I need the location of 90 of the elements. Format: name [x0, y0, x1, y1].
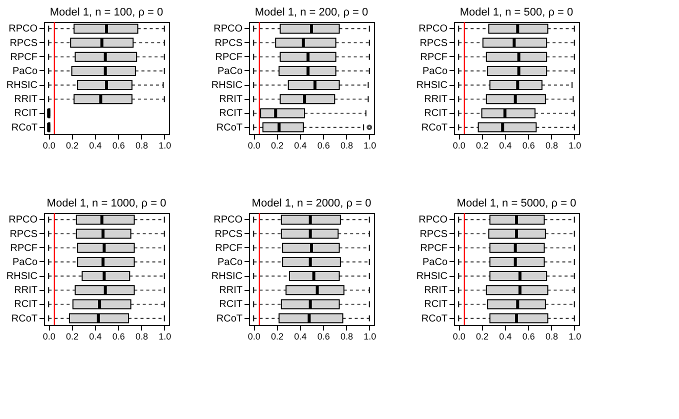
y-tick-label: PaCo — [12, 256, 38, 268]
y-tick-label: RPCF — [215, 52, 242, 63]
x-tick-label: 0.8 — [545, 140, 558, 150]
x-tick-label: 0.0 — [452, 140, 466, 150]
y-tick-label: RRIT — [14, 94, 38, 106]
y-tick-label: RCIT — [219, 108, 242, 120]
x-tick-label: 1.0 — [364, 332, 376, 342]
x-tick-label: 0.8 — [545, 332, 558, 342]
y-tick-label: RCoT — [216, 122, 242, 134]
chart-title: Model 1, n = 200, ρ = 0 — [254, 6, 368, 18]
x-tick-label: 0.6 — [522, 140, 535, 150]
y-tick-label: RPCF — [10, 52, 38, 63]
x-tick-label: 0.0 — [248, 332, 260, 342]
chart-title: Model 1, n = 5000, ρ = 0 — [456, 197, 576, 210]
x-tick-label: 0.8 — [340, 332, 353, 342]
y-tick-label: RPCO — [418, 24, 448, 35]
y-tick-label: RCIT — [14, 108, 38, 120]
x-tick-label: 0.2 — [476, 332, 489, 342]
y-tick-label: RHSIC — [416, 80, 448, 92]
x-tick-label: 0.6 — [317, 332, 330, 342]
x-tick-label: 0.0 — [248, 140, 260, 150]
y-tick-label: RPCS — [214, 228, 243, 240]
y-tick-label: RHSIC — [211, 80, 242, 92]
y-tick-label: PaCo — [217, 256, 243, 268]
y-tick-label: RRIT — [219, 285, 242, 296]
y-tick-label: RHSIC — [211, 271, 242, 282]
y-tick-label: RCIT — [424, 299, 448, 310]
y-tick-label: RPCF — [420, 242, 448, 254]
x-tick-label: 0.4 — [89, 140, 102, 150]
y-tick-label: PaCo — [422, 66, 448, 77]
x-tick-label: 0.0 — [42, 332, 56, 342]
y-tick-label: RCoT — [216, 313, 242, 324]
x-tick-label: 1.0 — [158, 140, 172, 150]
x-tick-label: 0.8 — [135, 332, 148, 342]
y-tick-label: RPCF — [420, 52, 448, 63]
x-tick-label: 0.2 — [476, 140, 489, 150]
chart-title: Model 1, n = 500, ρ = 0 — [460, 6, 574, 18]
y-tick-label: RPCS — [420, 228, 448, 240]
x-tick-label: 0.4 — [294, 332, 307, 342]
x-tick-label: 1.0 — [568, 140, 582, 150]
x-tick-label: 1.0 — [568, 332, 582, 342]
x-tick-label: 0.0 — [42, 140, 56, 150]
y-tick-label: RHSIC — [416, 271, 448, 282]
x-tick-label: 0.4 — [294, 140, 307, 150]
x-tick-label: 0.4 — [499, 332, 512, 342]
x-tick-label: 0.8 — [340, 140, 353, 150]
y-tick-label: RRIT — [14, 285, 38, 296]
x-tick-label: 1.0 — [158, 332, 172, 342]
y-tick-label: RCIT — [424, 108, 448, 120]
x-tick-label: 0.6 — [317, 140, 330, 150]
y-tick-label: RCoT — [11, 313, 38, 324]
chart-title: Model 1, n = 2000, ρ = 0 — [252, 197, 372, 210]
x-tick-label: 0.2 — [271, 332, 284, 342]
y-tick-label: RCoT — [421, 122, 448, 134]
y-tick-label: RPCO — [214, 214, 243, 226]
y-tick-label: RRIT — [424, 285, 448, 296]
y-tick-label: RPCO — [8, 24, 38, 35]
y-tick-label: RCIT — [219, 299, 242, 310]
y-tick-label: RCIT — [14, 299, 38, 310]
y-tick-label: RRIT — [219, 94, 242, 106]
y-tick-label: RCoT — [11, 122, 38, 134]
x-tick-label: 0.2 — [66, 332, 79, 342]
y-tick-label: PaCo — [422, 256, 448, 268]
x-tick-label: 0.0 — [452, 332, 466, 342]
y-tick-label: PaCo — [217, 66, 243, 77]
x-tick-label: 0.4 — [89, 332, 102, 342]
y-tick-label: RPCS — [214, 38, 243, 49]
x-tick-label: 0.6 — [112, 140, 125, 150]
x-tick-label: 0.8 — [135, 140, 148, 150]
x-tick-label: 0.6 — [522, 332, 535, 342]
y-tick-label: RPCO — [418, 214, 448, 226]
y-tick-label: PaCo — [12, 66, 38, 77]
x-tick-label: 0.4 — [499, 140, 512, 150]
y-tick-label: RPCS — [420, 38, 448, 49]
y-tick-label: RCoT — [421, 313, 448, 324]
y-tick-label: RRIT — [424, 94, 448, 106]
y-tick-label: RHSIC — [6, 271, 38, 282]
x-tick-label: 0.2 — [66, 140, 79, 150]
y-tick-label: RHSIC — [6, 80, 38, 92]
y-tick-label: RPCS — [10, 228, 38, 240]
y-tick-label: RPCS — [10, 38, 38, 49]
x-tick-label: 1.0 — [364, 140, 376, 150]
y-tick-label: RPCO — [214, 24, 243, 35]
x-tick-label: 0.6 — [112, 332, 125, 342]
y-tick-label: RPCF — [215, 242, 242, 254]
x-tick-label: 0.2 — [271, 140, 284, 150]
y-tick-label: RPCO — [8, 214, 38, 226]
chart-title: Model 1, n = 1000, ρ = 0 — [46, 197, 166, 210]
y-tick-label: RPCF — [10, 242, 38, 254]
chart-title: Model 1, n = 100, ρ = 0 — [50, 6, 164, 18]
